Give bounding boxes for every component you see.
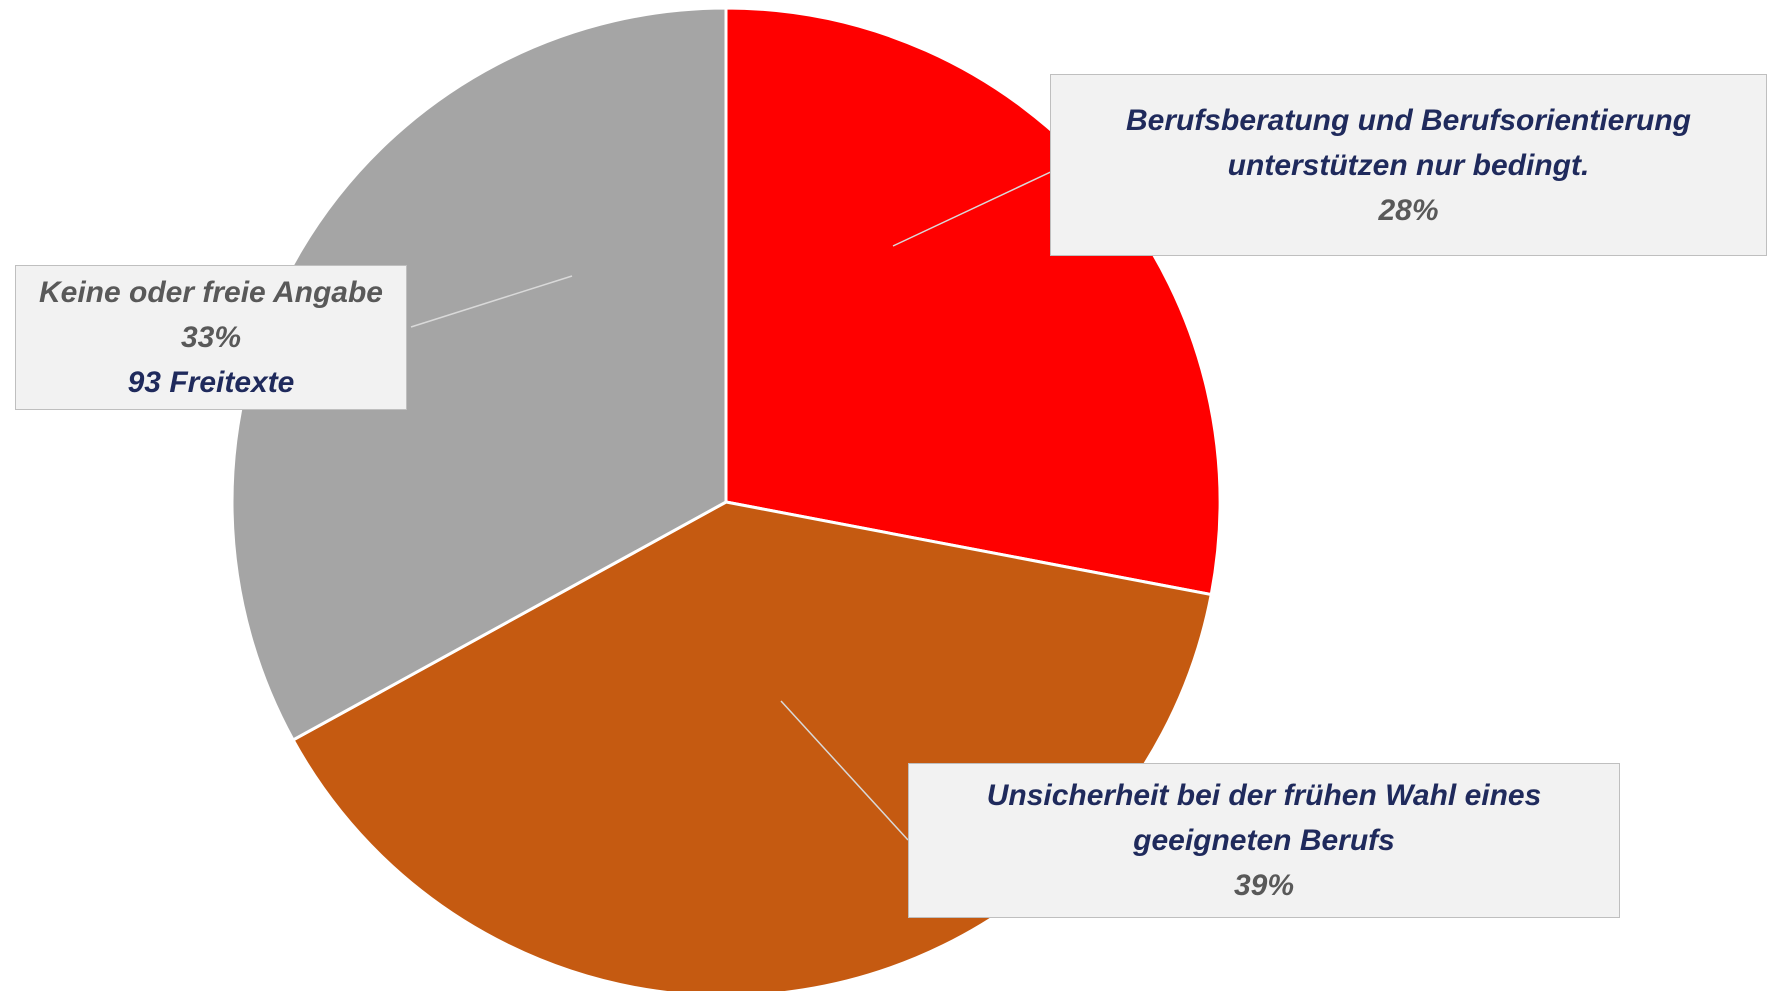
pie-slice	[230, 6, 728, 743]
data-label: Unsicherheit bei der frühen Wahl eines g…	[908, 763, 1620, 918]
leader-line	[780, 700, 909, 841]
category-label: Keine oder freie Angabe	[39, 276, 383, 309]
value-label: 28%	[1378, 193, 1439, 227]
value-label: 33%	[180, 321, 242, 354]
value-label: 39%	[1233, 869, 1295, 902]
category-label: Unsicherheit bei der frühen Wahl eines g…	[986, 779, 1542, 857]
leader-line	[892, 168, 1058, 247]
category-label: Berufsberatung und Berufsorientierung un…	[1125, 103, 1692, 182]
leader-line	[410, 275, 573, 328]
data-label: Berufsberatung und Berufsorientierung un…	[1050, 74, 1767, 256]
data-label: Keine oder freie Angabe 33% 93 Freitexte	[15, 265, 407, 410]
annotation: 93 Freitexte	[127, 366, 295, 399]
